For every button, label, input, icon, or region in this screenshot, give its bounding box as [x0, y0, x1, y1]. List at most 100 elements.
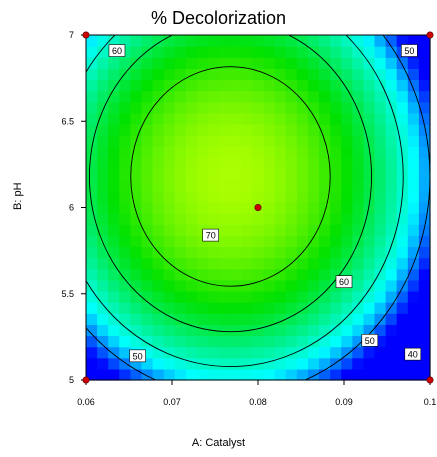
surface-cell [418, 257, 431, 270]
surface-cell [119, 168, 131, 181]
surface-cell [319, 35, 331, 47]
surface-cell [274, 335, 287, 348]
surface-cell [330, 335, 342, 348]
surface-cell [285, 135, 298, 147]
design-point [82, 31, 90, 39]
surface-cell [86, 79, 98, 92]
surface-cell [252, 90, 265, 103]
surface-cell [296, 224, 309, 236]
surface-cell [352, 90, 365, 103]
surface-cell [418, 90, 431, 103]
surface-cell [330, 112, 342, 125]
surface-cell [296, 57, 309, 69]
surface-cell [86, 201, 98, 214]
surface-cell [385, 313, 398, 325]
x-axis-label: A: Catalyst [191, 437, 246, 449]
surface-cell [119, 68, 131, 81]
surface-cell [307, 57, 320, 69]
surface-cell [319, 313, 331, 325]
surface-cell [274, 135, 287, 147]
surface-cell [385, 268, 398, 281]
surface-cell [263, 112, 276, 125]
surface-cell [341, 112, 353, 125]
surface-cell [219, 235, 231, 248]
surface-cell [196, 57, 209, 69]
surface-cell [418, 179, 431, 192]
surface-cell [319, 279, 331, 292]
surface-cell [252, 146, 265, 159]
surface-cell [196, 90, 209, 103]
surface-cell [274, 101, 287, 114]
surface-cell [418, 279, 431, 292]
surface-cell [352, 357, 365, 370]
surface-cell [241, 168, 254, 181]
surface-cell [418, 46, 431, 58]
surface-cell [319, 368, 331, 381]
surface-cell [296, 168, 309, 181]
contour-label-box [108, 44, 126, 57]
surface-cell [152, 179, 165, 192]
surface-cell [119, 90, 131, 103]
surface-cell [263, 246, 276, 259]
surface-cell [263, 335, 276, 348]
surface-cell [241, 357, 254, 370]
surface-cell [141, 268, 154, 281]
surface-cell [363, 279, 376, 292]
surface-cell [97, 190, 109, 203]
surface-cell [418, 302, 431, 314]
surface-cell [152, 335, 165, 348]
surface-cell [285, 368, 298, 381]
surface-cell [208, 302, 220, 314]
surface-cell [230, 290, 242, 303]
surface-cell [418, 157, 431, 170]
surface-cell [407, 157, 420, 170]
surface-cell [152, 46, 165, 58]
surface-cell [385, 157, 398, 170]
surface-cell [86, 146, 98, 159]
surface-cell [141, 68, 154, 81]
surface-cell [241, 90, 254, 103]
surface-cell [108, 313, 120, 325]
surface-cell [119, 302, 131, 314]
surface-cell [108, 290, 120, 303]
surface-cell [330, 213, 342, 225]
surface-cell [385, 68, 398, 81]
surface-cell [86, 190, 98, 203]
surface-cell [252, 112, 265, 125]
surface-cell [141, 90, 154, 103]
surface-cell [185, 324, 198, 337]
surface-cell [230, 335, 242, 348]
surface-cell [86, 46, 98, 58]
surface-cell [196, 279, 209, 292]
surface-cell [185, 235, 198, 248]
surface-cell [363, 235, 376, 248]
surface-cell [274, 279, 287, 292]
surface-cell [352, 168, 365, 181]
surface-cell [163, 168, 176, 181]
surface-cell [97, 224, 109, 236]
surface-cell [108, 101, 120, 114]
x-tick-label: 0.09 [335, 397, 353, 407]
surface-cell [152, 346, 165, 359]
surface-cell [385, 135, 398, 147]
surface-cell [396, 124, 409, 136]
surface-cell [141, 46, 154, 58]
surface-cell [163, 279, 176, 292]
surface-cell [319, 190, 331, 203]
surface-cell [296, 268, 309, 281]
surface-cell [208, 368, 220, 381]
surface-cell [363, 257, 376, 270]
surface-cell [341, 201, 353, 214]
surface-cell [230, 90, 242, 103]
surface-cell [363, 213, 376, 225]
surface-cell [97, 313, 109, 325]
surface-cell [241, 68, 254, 81]
surface-cell [307, 124, 320, 136]
surface-cell [196, 268, 209, 281]
surface-cell [296, 302, 309, 314]
surface-cell [263, 302, 276, 314]
surface-cell [374, 179, 387, 192]
surface-cell [252, 313, 265, 325]
surface-cell [418, 290, 431, 303]
surface-cell [152, 157, 165, 170]
